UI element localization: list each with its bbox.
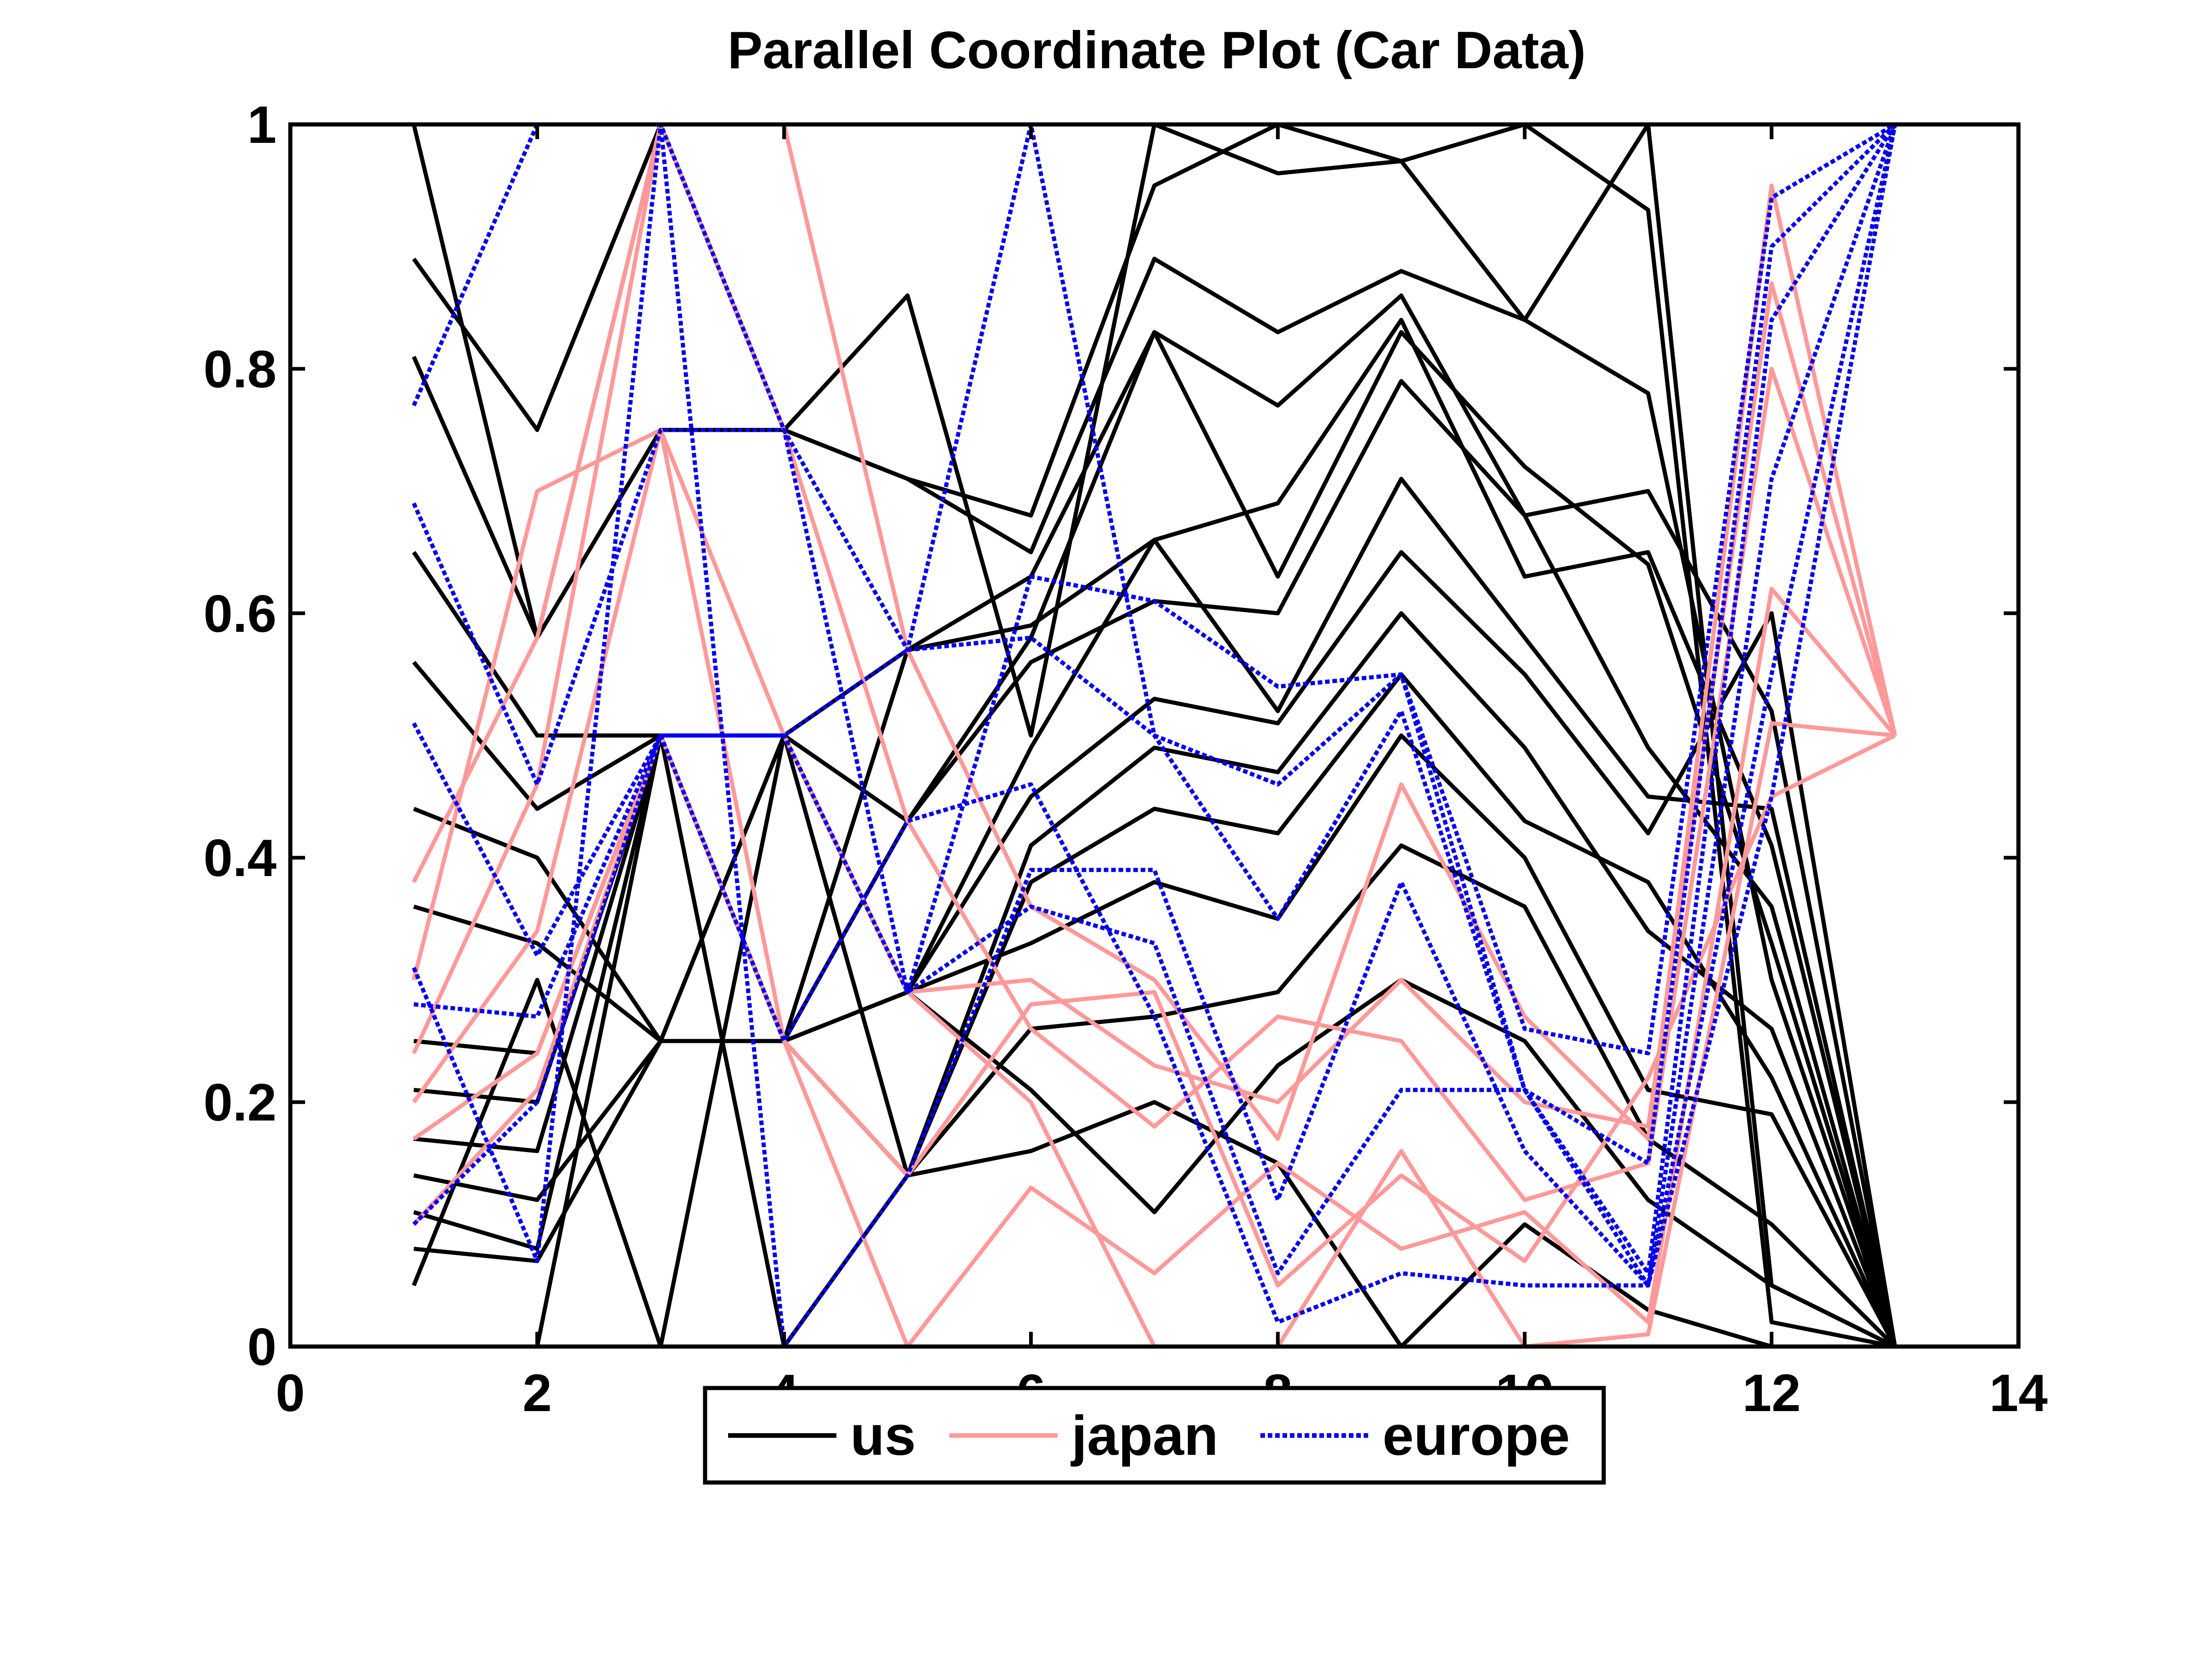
- series-line-japan-0: [412, 122, 1897, 1141]
- y-tick-label-2: 0.4: [204, 829, 276, 888]
- y-tick-label-4: 0.8: [204, 340, 276, 399]
- series-line-europe-5: [412, 124, 1897, 1324]
- legend-label-us: us: [850, 1404, 916, 1467]
- y-tick-label-1: 0.2: [204, 1074, 276, 1132]
- y-tick-label-3: 0.6: [204, 585, 276, 643]
- series-line-japan-2: [412, 122, 1897, 1202]
- x-tick-label-7: 14: [1989, 1364, 2048, 1423]
- y-tick-label-5: 1: [247, 96, 276, 154]
- series-line-us-11: [413, 733, 1897, 1348]
- legend-label-europe: europe: [1382, 1404, 1570, 1467]
- series-line-us-14: [413, 733, 1895, 1349]
- series-line-europe-2: [412, 123, 1897, 1276]
- x-tick-label-6: 12: [1742, 1364, 1801, 1423]
- x-tick-label-0: 0: [276, 1364, 305, 1423]
- legend: us japan europe: [703, 1386, 1606, 1485]
- legend-box: [703, 1386, 1606, 1485]
- axes-frame: [288, 122, 2021, 1349]
- y-tick-label-0: 0: [247, 1318, 276, 1377]
- series-line-europe-1: [412, 123, 1897, 1165]
- series-line-us-13: [412, 733, 1896, 1349]
- series-layer: [412, 122, 1897, 1349]
- legend-label-japan: japan: [1071, 1404, 1218, 1467]
- x-tick-label-1: 2: [523, 1364, 552, 1423]
- chart-title: Parallel Coordinate Plot (Car Data): [728, 21, 1586, 80]
